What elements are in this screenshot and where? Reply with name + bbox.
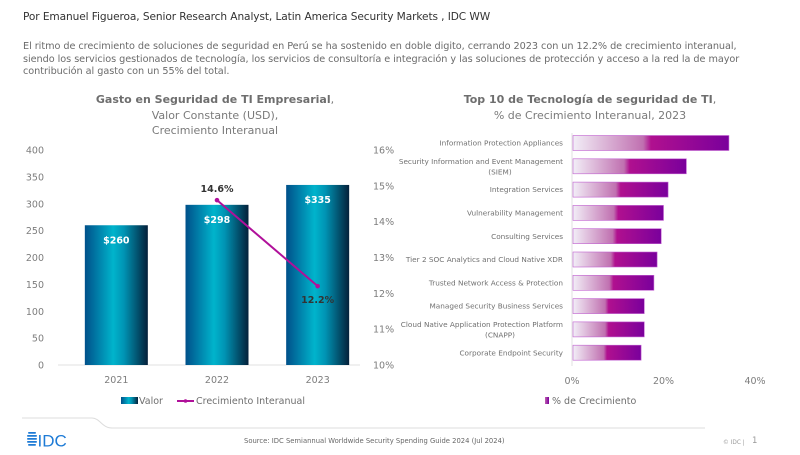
right-chart-title: Top 10 de Tecnología de seguridad de TI,…: [440, 92, 740, 123]
bar-growth: [572, 344, 642, 361]
bar-valor: [185, 204, 249, 365]
bar-growth: [572, 251, 658, 268]
left-chart-subtitle-1: Valor Constante (USD),: [151, 108, 279, 122]
bar-data-label: $298: [204, 215, 231, 226]
right-chart-title-bold: Top 10 de Tecnología de seguridad de TI: [463, 93, 713, 106]
category-label: Cloud Native Application Protection Plat…: [401, 320, 563, 329]
idc-logo-text: IDC: [38, 432, 67, 451]
bar-data-label: $335: [304, 195, 330, 206]
category-label: Trusted Network Access & Protection: [428, 278, 563, 287]
footer-divider: [22, 417, 705, 429]
y-left-tick-label: 50: [32, 334, 44, 345]
y-left-tick-label: 300: [26, 199, 44, 210]
y-right-tick-label: 14%: [373, 217, 394, 228]
category-label: (CNAPP): [485, 330, 515, 339]
x-tick-label: 40%: [744, 376, 765, 387]
y-left-tick-label: 250: [26, 226, 44, 237]
x-tick-label: 2021: [104, 375, 128, 386]
y-left-tick-label: 100: [26, 307, 44, 318]
growth-point: [315, 283, 320, 289]
bar-growth: [572, 228, 662, 244]
bar-data-label: $260: [103, 235, 130, 246]
left-chart-title-bold: Gasto en Seguridad de TI Empresarial: [95, 93, 331, 106]
byline: Por Emanuel Figueroa, Senior Research An…: [23, 11, 491, 23]
intro-line: El ritmo de crecimiento de soluciones de…: [23, 41, 737, 52]
y-left-tick-label: 150: [26, 280, 44, 291]
category-label: Integration Services: [490, 185, 563, 194]
legend-swatch-valor: [121, 397, 138, 404]
bar-growth: [572, 135, 730, 151]
category-label: (SIEM): [488, 167, 512, 176]
right-chart-subtitle: % de Crecimiento Interanual, 2023: [493, 108, 687, 122]
category-label: Vulnerability Management: [467, 209, 563, 218]
idc-globe-icon: [27, 432, 37, 446]
right-chart-title-comma: ,: [712, 93, 717, 106]
category-label: Corporate Endpoint Security: [459, 348, 563, 357]
category-label: Tier 2 SOC Analytics and Cloud Native XD…: [405, 255, 563, 264]
y-right-tick-label: 13%: [373, 253, 394, 264]
legend-label-growth: % de Crecimiento: [552, 396, 636, 407]
footer-source: Source: IDC Semiannual Worldwide Securit…: [244, 437, 505, 445]
bar-growth: [572, 321, 645, 338]
left-chart-subtitle-2: Crecimiento Interanual: [151, 124, 279, 137]
x-tick-label: 0%: [564, 376, 579, 387]
legend-label-growth: Crecimiento Interanual: [196, 396, 305, 407]
legend-swatch-growth: [545, 397, 549, 404]
legend-swatch-growth-marker: [183, 399, 188, 403]
y-right-tick-label: 10%: [373, 361, 394, 372]
idc-logo: IDC: [27, 432, 67, 451]
left-chart-title-comma: ,: [330, 93, 335, 106]
footer-copyright: © IDC |: [723, 440, 745, 446]
right-chart: Information Protection Appliances Securit…: [399, 133, 766, 407]
y-right-tick-label: 12%: [373, 289, 394, 300]
y-left-tick-label: 200: [26, 253, 44, 264]
category-label: Consulting Services: [491, 232, 563, 241]
page-number: 1: [752, 436, 758, 446]
growth-data-label: 12.2%: [301, 295, 334, 306]
y-right-tick-label: 16%: [373, 146, 394, 157]
y-left-tick-label: 0: [38, 361, 44, 372]
growth-line: [216, 199, 319, 287]
growth-point: [214, 197, 220, 203]
y-right-tick-label: 11%: [373, 325, 394, 336]
intro-line: siendo los servicios gestionados de tecn…: [23, 53, 740, 65]
category-label: Information Protection Appliances: [439, 139, 563, 148]
bar-growth: [572, 205, 664, 221]
category-label: Security Information and Event Managemen…: [399, 157, 563, 166]
y-left-tick-label: 400: [26, 146, 44, 157]
intro-line: contribución al gasto con un 55% del tot…: [23, 66, 230, 78]
x-tick-label: 2022: [205, 375, 229, 386]
bar-growth: [572, 298, 645, 314]
bar-valor: [84, 225, 148, 365]
bar-growth: [572, 158, 687, 175]
y-right-tick-label: 15%: [373, 181, 394, 192]
category-label: Managed Security Business Services: [430, 302, 564, 311]
y-left-tick-label: 350: [26, 172, 44, 183]
left-chart-title: Gasto en Seguridad de TI Empresarial, Va…: [90, 92, 340, 139]
x-tick-label: 20%: [653, 376, 674, 387]
bar-growth: [572, 181, 669, 198]
legend-label-valor: Valor: [139, 396, 163, 407]
growth-data-label: 14.6%: [201, 184, 234, 195]
intro-paragraph: El ritmo de crecimiento de soluciones de…: [23, 41, 793, 79]
bar-valor: [286, 184, 350, 365]
bar-growth: [572, 274, 655, 291]
x-tick-label: 2023: [306, 375, 330, 386]
left-chart: 0 50 100 150 200 250 300 350 400 10% 11% 12% 13% 14% 1…: [26, 146, 394, 408]
